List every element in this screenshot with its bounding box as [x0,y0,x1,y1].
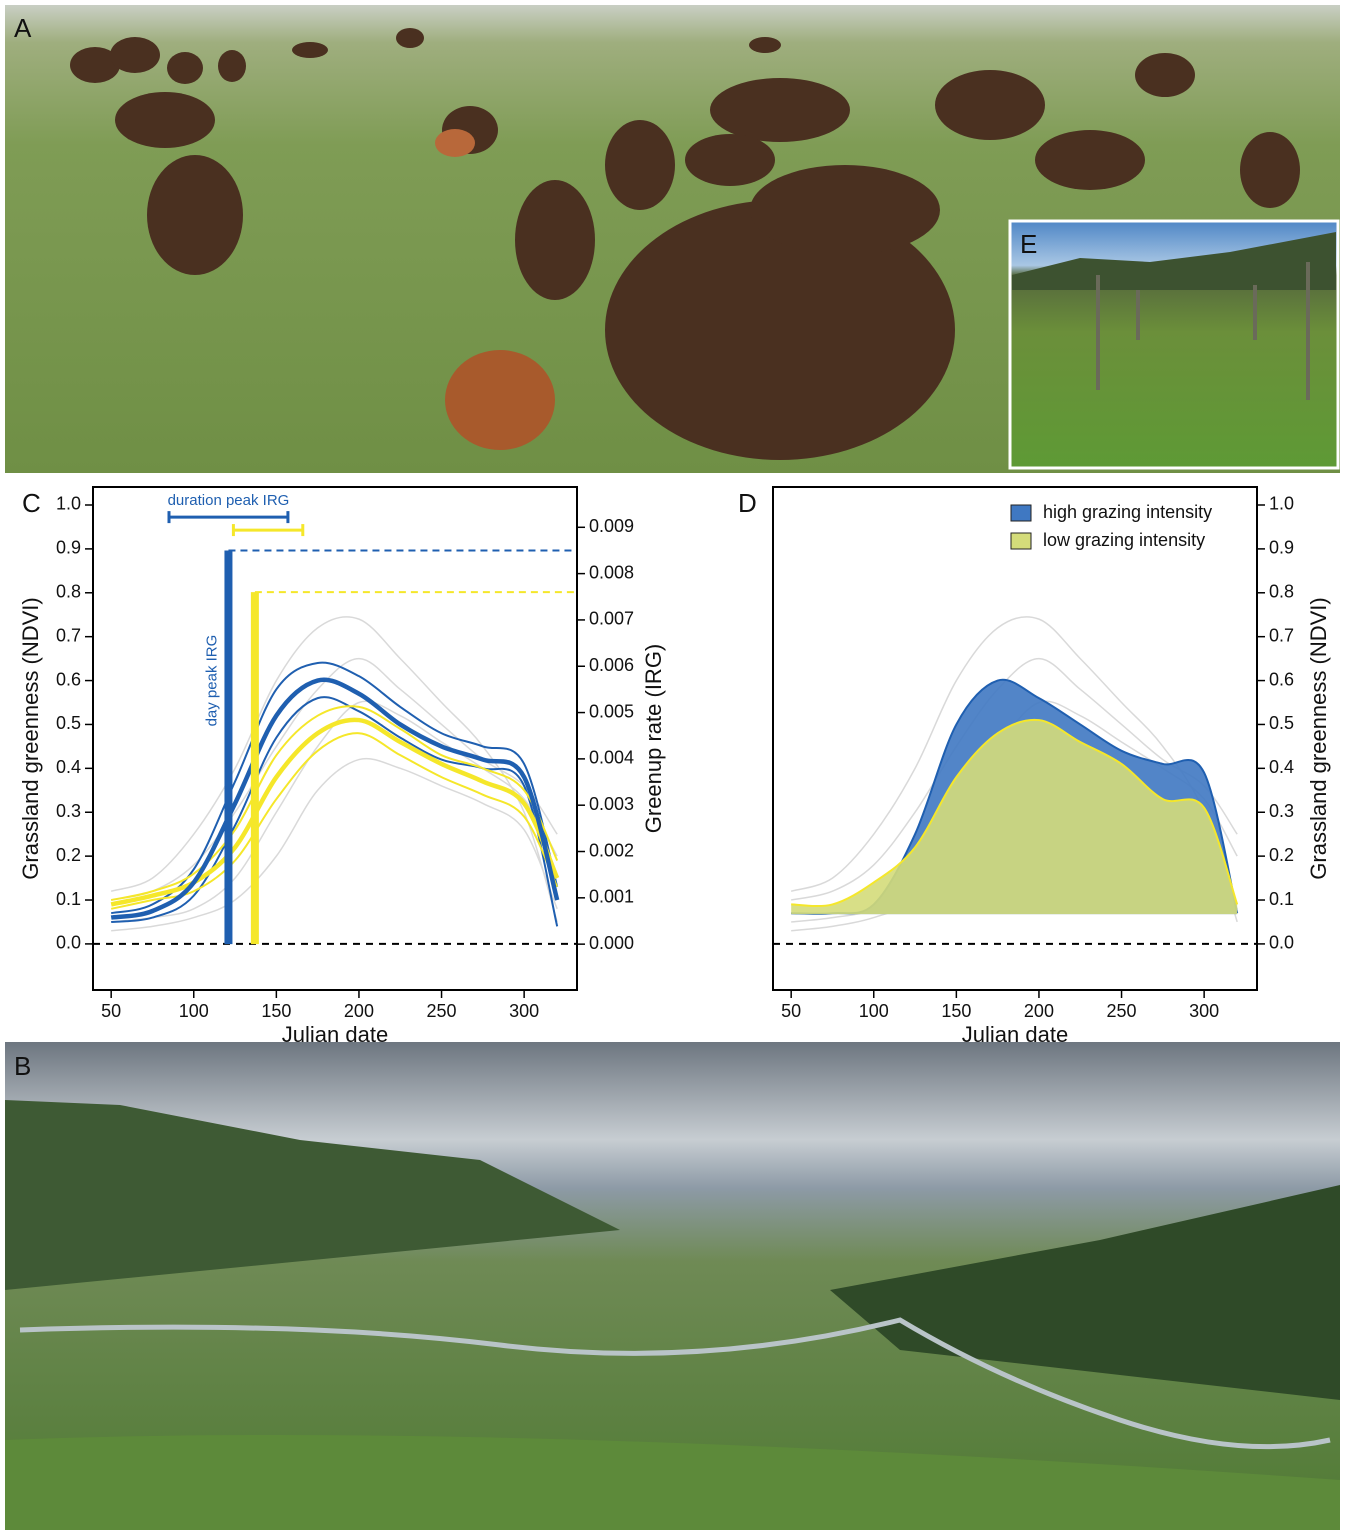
legend-swatch [1010,504,1032,522]
y-tick-label: 0.0 [1269,933,1294,953]
x-tick-label: 200 [344,1001,374,1021]
panel-label: A [14,13,32,43]
annotation: day peak IRG [203,635,220,727]
x-tick-label: 100 [859,1001,889,1021]
y-tick-label: 0.1 [1269,889,1294,909]
y-axis-label: Grassland greenness (NDVI) [18,597,43,879]
annotation: duration peak IRG [168,492,290,509]
line [110,677,560,920]
legend-swatch [1010,532,1032,550]
y2-axis-label: Greenup rate (IRG) [641,644,666,834]
y2-tick-label: 0.004 [589,748,634,768]
y-tick-label: 0.3 [1269,801,1294,821]
panel-label: D [738,488,757,518]
y2-tick-label: 0.006 [589,655,634,675]
y-tick-label: 0.8 [56,582,81,602]
y-tick-label: 0.9 [1269,538,1294,558]
line [110,661,559,915]
y-tick-label: 0.7 [1269,625,1294,645]
area-fill [791,719,1238,915]
line [111,657,558,901]
y2-tick-label: 0.003 [589,794,634,814]
chart: high grazing intensity low grazing intens… [772,486,1331,1047]
line [111,696,559,927]
y-tick-label: 1.0 [56,494,81,514]
panel-label: C [22,488,41,518]
line [110,616,558,923]
y2-tick-label: 0.009 [589,516,634,536]
line [791,657,1238,901]
y-tick-label: 0.1 [56,889,81,909]
y2-tick-label: 0.005 [589,701,634,721]
x-tick-label: 300 [1189,1001,1219,1021]
x-tick-label: 200 [1024,1001,1054,1021]
y2-tick-label: 0.002 [589,840,634,860]
y-tick-label: 0.5 [56,713,81,733]
y2-tick-label: 0.001 [589,887,634,907]
y2-tick-label: 0.000 [589,933,634,953]
line [110,705,559,902]
line [111,757,558,932]
x-tick-label: 150 [941,1001,971,1021]
y-tick-label: 0.5 [1269,713,1294,733]
x-axis-label: Julian date [962,1022,1068,1047]
y-tick-label: 0.2 [56,845,81,865]
y-tick-label: 0.2 [1269,845,1294,865]
y-tick-label: 0.3 [56,801,81,821]
panel-label: E [1020,229,1037,259]
legend-label: high grazing intensity [1043,502,1212,522]
y-tick-label: 0.0 [56,933,81,953]
y-tick-label: 1.0 [1269,494,1294,514]
y-axis-label: Grassland greenness (NDVI) [1306,597,1331,879]
y-tick-label: 0.4 [56,757,81,777]
y2-tick-label: 0.007 [589,609,634,629]
y-tick-label: 0.9 [56,538,81,558]
x-tick-label: 150 [261,1001,291,1021]
legend-label: low grazing intensity [1043,530,1205,550]
x-tick-label: 300 [509,1001,539,1021]
plot-frame [92,486,578,991]
y-tick-label: 0.4 [1269,757,1294,777]
x-tick-label: 100 [179,1001,209,1021]
y-tick-label: 0.6 [1269,669,1294,689]
line [791,718,1239,908]
x-axis-label: Julian date [282,1022,388,1047]
y2-tick-label: 0.008 [589,562,634,582]
panel-label: B [14,1051,31,1081]
line [110,732,559,910]
photo-exclosure [1008,219,1340,470]
x-tick-label: 250 [427,1001,457,1021]
y-tick-label: 0.7 [56,625,81,645]
plot-frame [772,486,1258,991]
photo-valley [5,1042,1340,1530]
y-tick-label: 0.6 [56,669,81,689]
x-tick-label: 50 [101,1001,121,1021]
x-tick-label: 250 [1107,1001,1137,1021]
chart: duration peak IRG day peak IRG 50 100 150 200… [18,486,666,1047]
x-tick-label: 50 [781,1001,801,1021]
y-tick-label: 0.8 [1269,582,1294,602]
